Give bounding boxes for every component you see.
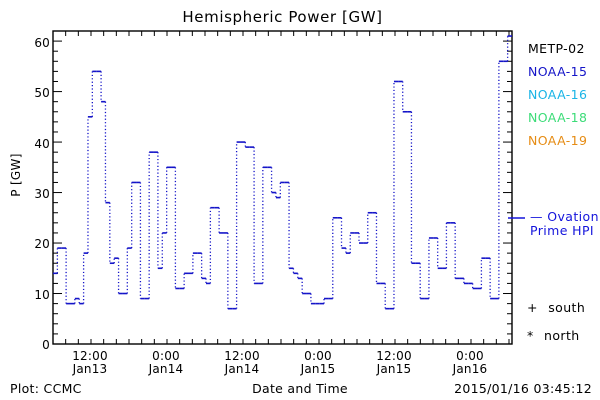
x-tick-date: Jan14 xyxy=(224,362,260,376)
y-tick-label: 20 xyxy=(34,237,50,251)
legend-label: NOAA-18 xyxy=(528,110,588,125)
legend-marker-south: + south xyxy=(527,300,585,315)
legend-label: NOAA-19 xyxy=(528,133,588,148)
x-tick-label: 12:00 Jan13 xyxy=(55,350,125,376)
plus-icon: + xyxy=(527,300,538,315)
legend-item-ovation-prime-hpi[interactable]: — Ovation Prime HPI xyxy=(530,210,599,238)
x-tick-label: 0:00 Jan15 xyxy=(283,350,353,376)
x-tick-date: Jan13 xyxy=(72,362,108,376)
legend-item-metp02[interactable]: METP-02 xyxy=(528,41,585,56)
x-tick-label: 0:00 Jan14 xyxy=(131,350,201,376)
x-tick-time: 12:00 xyxy=(72,349,108,363)
legend-item-noaa16[interactable]: NOAA-16 xyxy=(528,87,587,102)
x-tick-date: Jan16 xyxy=(452,362,488,376)
x-tick-time: 12:00 xyxy=(224,349,260,363)
ovation-label-line2: Prime HPI xyxy=(530,223,594,238)
x-tick-time: 0:00 xyxy=(152,349,180,363)
legend-marker-label: south xyxy=(548,300,586,315)
legend-label: METP-02 xyxy=(528,41,585,56)
ovation-label-line1: — Ovation xyxy=(530,209,599,224)
x-tick-time: 12:00 xyxy=(376,349,412,363)
legend-marker-label: north xyxy=(544,328,580,343)
legend-marker-north: * north xyxy=(527,328,580,343)
legend-item-noaa18[interactable]: NOAA-18 xyxy=(528,110,587,125)
footer-plot-source: Plot: CCMC xyxy=(10,381,82,396)
x-tick-date: Jan15 xyxy=(300,362,336,376)
footer-timestamp: 2015/01/16 03:45:12 xyxy=(454,381,592,396)
y-tick-label: 50 xyxy=(34,86,50,100)
y-tick-label: 10 xyxy=(34,288,50,302)
legend-item-noaa15[interactable]: NOAA-15 xyxy=(528,64,587,79)
legend-item-noaa19[interactable]: NOAA-19 xyxy=(528,133,587,148)
x-tick-date: Jan14 xyxy=(148,362,184,376)
x-tick-label: 12:00 Jan15 xyxy=(359,350,429,376)
x-tick-time: 0:00 xyxy=(456,349,484,363)
asterisk-icon: * xyxy=(527,328,534,343)
y-tick-label: 0 xyxy=(42,338,50,352)
y-tick-label: 40 xyxy=(34,137,50,151)
y-tick-label: 30 xyxy=(34,187,50,201)
x-tick-label: 0:00 Jan16 xyxy=(435,350,505,376)
legend-label: NOAA-15 xyxy=(528,64,588,79)
x-axis-label: Date and Time xyxy=(252,381,348,396)
legend-label: NOAA-16 xyxy=(528,87,588,102)
x-tick-date: Jan15 xyxy=(376,362,412,376)
x-tick-label: 12:00 Jan14 xyxy=(207,350,277,376)
page-title: Hemispheric Power [GW] xyxy=(182,8,383,26)
y-tick-label: 60 xyxy=(34,36,50,50)
x-tick-time: 0:00 xyxy=(304,349,332,363)
